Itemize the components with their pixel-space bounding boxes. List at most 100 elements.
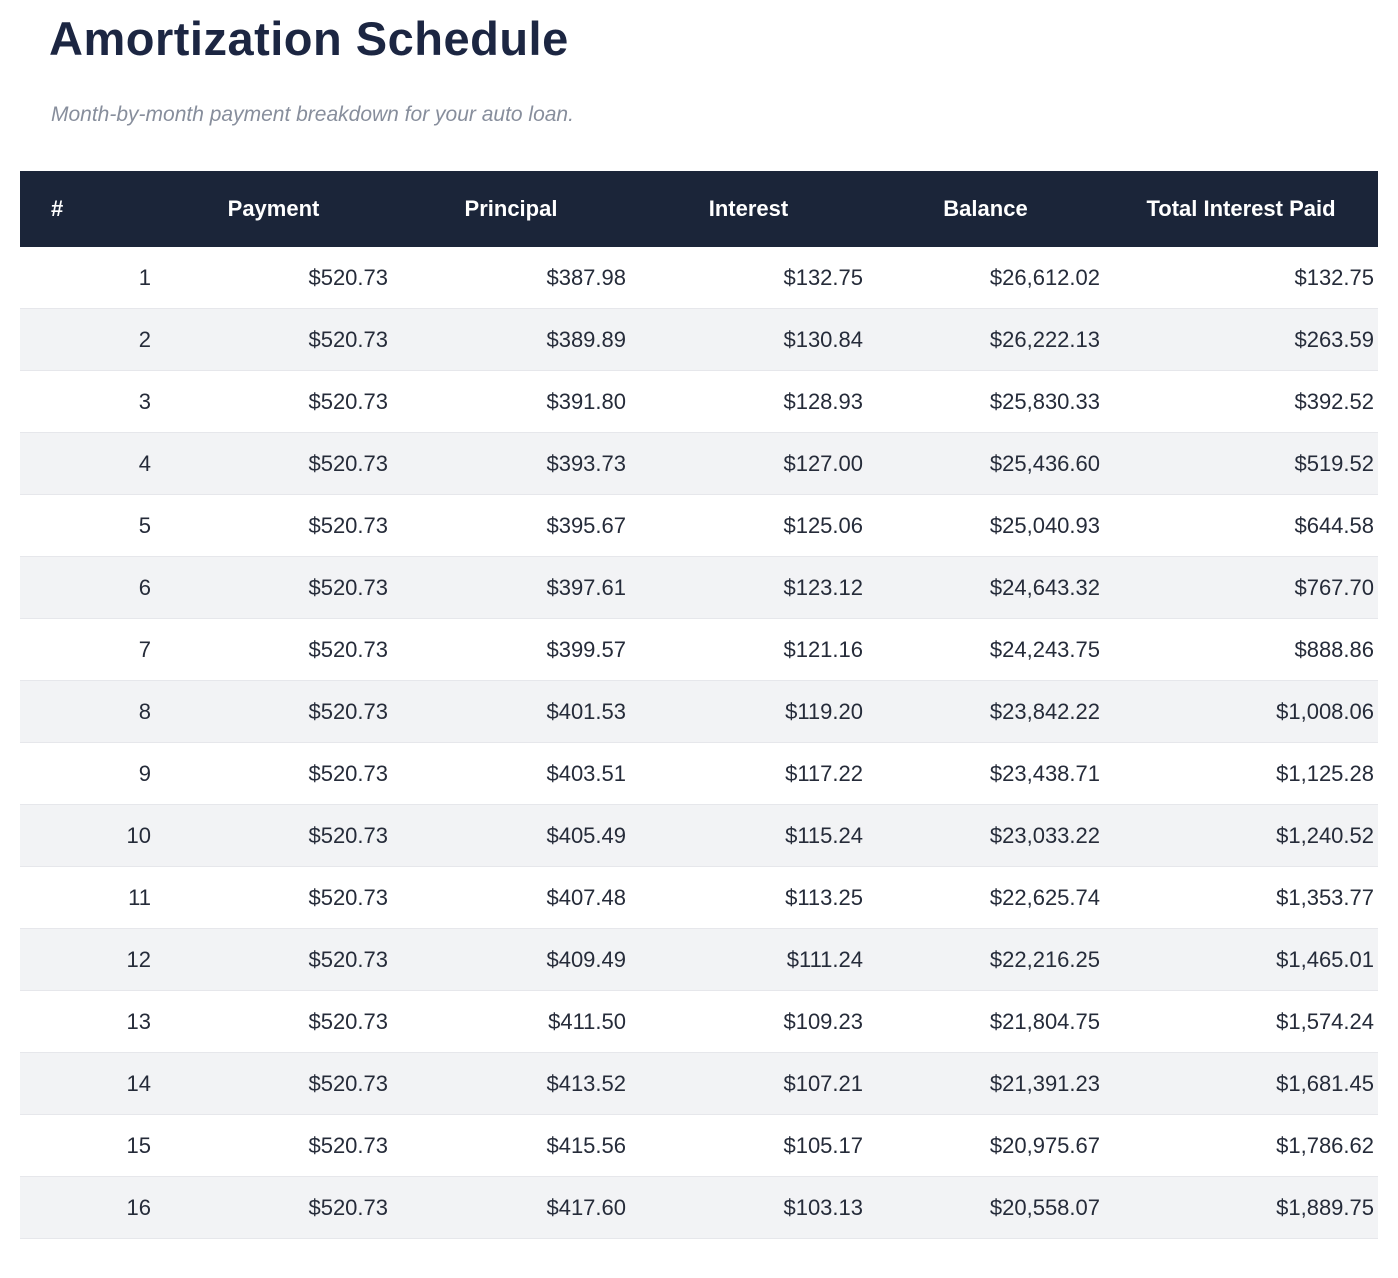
cell-payment: $520.73 (155, 247, 392, 310)
cell-principal: $401.53 (392, 680, 630, 744)
cell-principal: $405.49 (392, 804, 630, 868)
cell-principal: $407.48 (392, 866, 630, 930)
amortization-table-container: # Payment Principal Interest Balance Total In… (20, 171, 1378, 1240)
cell-payment: $520.73 (155, 618, 392, 682)
cell-interest: $132.75 (630, 247, 867, 310)
cell-interest: $121.16 (630, 618, 867, 682)
cell-principal: $417.60 (392, 1176, 630, 1240)
cell-total_interest_paid: $644.58 (1104, 494, 1378, 558)
column-header-total_interest_paid: Total Interest Paid (1104, 171, 1378, 248)
cell-total_interest_paid: $392.52 (1104, 370, 1378, 434)
cell-balance: $24,243.75 (867, 618, 1104, 682)
cell-total_interest_paid: $132.75 (1104, 247, 1378, 310)
cell-interest: $109.23 (630, 990, 867, 1054)
cell-interest: $119.20 (630, 680, 867, 744)
table-row: 13 $520.73 $411.50 $109.23 $21,804.75 $1,574.… (20, 990, 1378, 1054)
column-header-interest: Interest (630, 171, 867, 248)
cell-num: 13 (20, 990, 155, 1054)
table-header-row: # Payment Principal Interest Balance Total In… (20, 171, 1378, 248)
cell-principal: $409.49 (392, 928, 630, 992)
cell-interest: $103.13 (630, 1176, 867, 1240)
cell-payment: $520.73 (155, 1176, 392, 1240)
cell-total_interest_paid: $1,786.62 (1104, 1114, 1378, 1178)
cell-principal: $389.89 (392, 308, 630, 372)
cell-payment: $520.73 (155, 804, 392, 868)
cell-balance: $26,222.13 (867, 308, 1104, 372)
cell-total_interest_paid: $1,889.75 (1104, 1176, 1378, 1240)
cell-interest: $105.17 (630, 1114, 867, 1178)
schedule-body: 1 $520.73 $387.98 $132.75 $26,612.02 $132.75 2… (20, 247, 1378, 1240)
cell-payment: $520.73 (155, 680, 392, 744)
cell-total_interest_paid: $767.70 (1104, 556, 1378, 620)
cell-total_interest_paid: $1,465.01 (1104, 928, 1378, 992)
cell-num: 4 (20, 432, 155, 496)
cell-interest: $113.25 (630, 866, 867, 930)
table-row: 4 $520.73 $393.73 $127.00 $25,436.60 $519.52 (20, 432, 1378, 496)
cell-num: 1 (20, 247, 155, 310)
cell-num: 10 (20, 804, 155, 868)
cell-balance: $20,975.67 (867, 1114, 1104, 1178)
cell-interest: $125.06 (630, 494, 867, 558)
cell-payment: $520.73 (155, 990, 392, 1054)
cell-payment: $520.73 (155, 370, 392, 434)
cell-principal: $415.56 (392, 1114, 630, 1178)
cell-interest: $123.12 (630, 556, 867, 620)
cell-payment: $520.73 (155, 742, 392, 806)
column-header-balance: Balance (867, 171, 1104, 248)
column-header-payment: Payment (155, 171, 392, 248)
cell-balance: $22,625.74 (867, 866, 1104, 930)
cell-total_interest_paid: $263.59 (1104, 308, 1378, 372)
cell-interest: $107.21 (630, 1052, 867, 1116)
cell-total_interest_paid: $1,240.52 (1104, 804, 1378, 868)
cell-balance: $23,033.22 (867, 804, 1104, 868)
cell-total_interest_paid: $519.52 (1104, 432, 1378, 496)
cell-balance: $25,830.33 (867, 370, 1104, 434)
column-header-num: # (20, 171, 155, 248)
cell-interest: $127.00 (630, 432, 867, 496)
cell-principal: $403.51 (392, 742, 630, 806)
cell-balance: $21,391.23 (867, 1052, 1104, 1116)
cell-payment: $520.73 (155, 308, 392, 372)
page-title: Amortization Schedule (49, 12, 569, 65)
table-row: 9 $520.73 $403.51 $117.22 $23,438.71 $1,125.2… (20, 742, 1378, 806)
table-row: 10 $520.73 $405.49 $115.24 $23,033.22 $1,240.… (20, 804, 1378, 868)
page-subtitle: Month-by-month payment breakdown for you… (51, 103, 574, 127)
table-row: 6 $520.73 $397.61 $123.12 $24,643.32 $767.70 (20, 556, 1378, 620)
cell-payment: $520.73 (155, 432, 392, 496)
cell-num: 14 (20, 1052, 155, 1116)
amortization-table: # Payment Principal Interest Balance Total In… (20, 171, 1378, 1240)
cell-num: 11 (20, 866, 155, 930)
cell-principal: $411.50 (392, 990, 630, 1054)
cell-interest: $115.24 (630, 804, 867, 868)
cell-payment: $520.73 (155, 1052, 392, 1116)
cell-interest: $111.24 (630, 928, 867, 992)
cell-payment: $520.73 (155, 866, 392, 930)
cell-principal: $391.80 (392, 370, 630, 434)
table-row: 7 $520.73 $399.57 $121.16 $24,243.75 $888.86 (20, 618, 1378, 682)
cell-balance: $25,436.60 (867, 432, 1104, 496)
cell-num: 12 (20, 928, 155, 992)
cell-balance: $22,216.25 (867, 928, 1104, 992)
cell-num: 16 (20, 1176, 155, 1240)
cell-principal: $393.73 (392, 432, 630, 496)
cell-num: 2 (20, 308, 155, 372)
cell-total_interest_paid: $1,574.24 (1104, 990, 1378, 1054)
cell-payment: $520.73 (155, 928, 392, 992)
cell-payment: $520.73 (155, 556, 392, 620)
cell-balance: $26,612.02 (867, 247, 1104, 310)
cell-num: 5 (20, 494, 155, 558)
table-row: 5 $520.73 $395.67 $125.06 $25,040.93 $644.58 (20, 494, 1378, 558)
cell-principal: $397.61 (392, 556, 630, 620)
table-row: 3 $520.73 $391.80 $128.93 $25,830.33 $392.52 (20, 370, 1378, 434)
cell-num: 9 (20, 742, 155, 806)
table-row: 1 $520.73 $387.98 $132.75 $26,612.02 $132.75 (20, 247, 1378, 310)
cell-num: 7 (20, 618, 155, 682)
cell-total_interest_paid: $1,353.77 (1104, 866, 1378, 930)
cell-balance: $21,804.75 (867, 990, 1104, 1054)
cell-balance: $20,558.07 (867, 1176, 1104, 1240)
cell-num: 15 (20, 1114, 155, 1178)
table-row: 8 $520.73 $401.53 $119.20 $23,842.22 $1,008.0… (20, 680, 1378, 744)
cell-payment: $520.73 (155, 1114, 392, 1178)
cell-interest: $117.22 (630, 742, 867, 806)
